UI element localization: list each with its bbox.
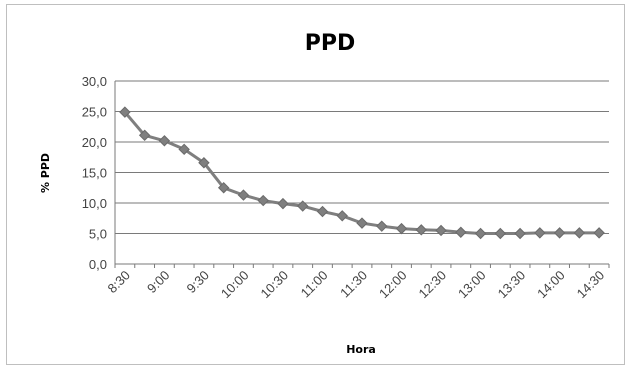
data-point — [178, 143, 190, 156]
y-tick-label: 0,0 — [89, 257, 107, 272]
data-point — [277, 197, 289, 210]
x-tick-label: 10:30 — [257, 268, 291, 302]
y-tick-label: 30,0 — [82, 74, 107, 89]
x-axis-ticks: 8:30 9:00 9:30 10:00 10:30 11:00 11:30 12:00 12:… — [104, 268, 607, 302]
data-point — [336, 210, 348, 222]
x-tick-label: 13:30 — [495, 268, 529, 302]
data-point — [415, 224, 427, 236]
gridlines — [115, 80, 609, 234]
data-point — [257, 194, 269, 207]
data-point — [119, 106, 131, 118]
data-point — [553, 227, 566, 239]
axes — [114, 81, 610, 268]
y-tick-label: 5,0 — [89, 227, 107, 242]
y-tick-label: 15,0 — [82, 166, 107, 181]
data-point — [316, 205, 329, 218]
x-tick-label: 8:30 — [104, 268, 133, 297]
series-ppd — [119, 106, 605, 240]
data-point — [395, 222, 408, 235]
chart-title: PPD — [305, 31, 356, 56]
data-point — [237, 189, 250, 201]
data-point — [514, 227, 526, 240]
y-tick-label: 25,0 — [82, 105, 107, 120]
data-point — [356, 217, 368, 229]
data-point — [138, 129, 151, 141]
x-tick-label: 10:00 — [218, 268, 252, 302]
data-point — [534, 227, 546, 239]
y-axis-label: % PPD — [39, 153, 52, 193]
x-tick-label: 12:00 — [376, 268, 410, 302]
x-tick-label: 9:30 — [184, 268, 213, 297]
x-tick-label: 14:30 — [574, 268, 608, 302]
data-point — [297, 200, 309, 212]
x-tick-label: 13:00 — [455, 268, 489, 302]
chart-frame — [6, 4, 625, 365]
y-axis-ticks: 0,0 5,0 10,0 15,0 20,0 25,0 30,0 — [82, 74, 107, 272]
x-tick-label: 9:00 — [144, 268, 173, 297]
x-tick-label: 11:00 — [298, 268, 331, 301]
x-tick-label: 14:00 — [534, 268, 568, 302]
data-point — [455, 226, 467, 238]
data-point — [376, 220, 388, 232]
data-point — [198, 157, 210, 169]
y-tick-label: 20,0 — [82, 135, 107, 150]
y-tick-label: 10,0 — [82, 196, 107, 211]
x-tick-label: 11:30 — [337, 268, 370, 301]
data-point — [593, 227, 605, 239]
data-point — [217, 182, 230, 194]
x-axis-label: Hora — [346, 343, 376, 356]
data-point — [435, 224, 447, 237]
x-tick-label: 12:30 — [416, 268, 450, 302]
data-point — [494, 227, 507, 240]
data-point — [158, 135, 171, 147]
data-point — [573, 227, 586, 239]
data-point — [474, 227, 487, 240]
